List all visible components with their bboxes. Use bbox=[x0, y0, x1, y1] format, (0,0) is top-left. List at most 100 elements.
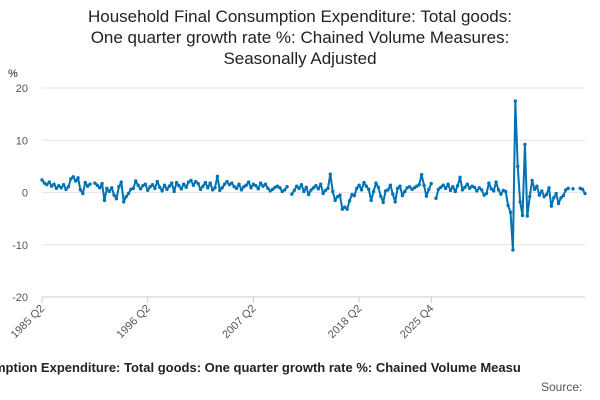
data-point bbox=[453, 189, 457, 194]
data-point bbox=[134, 179, 138, 183]
x-tick-label: 2007 Q2 bbox=[220, 303, 258, 341]
data-point bbox=[85, 184, 90, 188]
data-point bbox=[331, 189, 335, 194]
data-point bbox=[268, 189, 272, 193]
data-point bbox=[160, 189, 164, 193]
data-point bbox=[184, 185, 188, 189]
data-point bbox=[371, 189, 376, 194]
data-point bbox=[561, 193, 566, 198]
data-point bbox=[143, 182, 148, 186]
data-point bbox=[335, 194, 340, 199]
data-point bbox=[290, 192, 294, 196]
data-point bbox=[460, 188, 465, 192]
data-point bbox=[170, 181, 174, 185]
data-point bbox=[189, 178, 193, 183]
data-point bbox=[422, 183, 426, 187]
data-point bbox=[487, 181, 491, 185]
data-point bbox=[326, 186, 330, 191]
data-point bbox=[246, 180, 251, 184]
y-tick-label: -20 bbox=[12, 292, 28, 304]
data-point bbox=[263, 182, 268, 186]
data-point bbox=[494, 180, 498, 184]
data-point bbox=[165, 187, 169, 192]
data-point bbox=[155, 179, 160, 184]
data-point bbox=[146, 188, 150, 193]
data-point bbox=[542, 194, 546, 199]
data-point bbox=[475, 189, 479, 193]
data-point bbox=[323, 188, 328, 193]
data-point bbox=[278, 186, 282, 190]
data-point bbox=[136, 183, 140, 187]
data-point bbox=[261, 184, 265, 188]
data-point bbox=[232, 185, 236, 189]
data-point bbox=[285, 185, 289, 189]
data-point bbox=[141, 184, 145, 188]
data-point bbox=[499, 192, 503, 196]
data-point bbox=[119, 180, 123, 184]
data-point bbox=[564, 188, 568, 192]
data-point bbox=[105, 186, 109, 191]
data-point bbox=[251, 182, 256, 186]
data-point bbox=[446, 182, 450, 186]
data-point bbox=[54, 186, 59, 191]
data-point bbox=[407, 185, 412, 189]
data-point bbox=[203, 180, 208, 185]
data-point bbox=[391, 192, 395, 196]
data-point bbox=[88, 182, 92, 186]
data-point bbox=[439, 185, 443, 189]
x-tick-label: 2018 Q2 bbox=[326, 303, 364, 341]
data-point bbox=[294, 184, 299, 188]
data-point bbox=[415, 184, 419, 188]
data-point bbox=[528, 194, 532, 199]
data-point bbox=[258, 181, 263, 185]
data-point bbox=[191, 183, 196, 187]
data-point bbox=[102, 198, 107, 203]
data-point bbox=[42, 181, 47, 185]
data-point bbox=[367, 187, 371, 192]
data-point bbox=[412, 186, 417, 190]
data-point bbox=[417, 182, 421, 187]
data-point bbox=[484, 191, 489, 196]
data-point bbox=[69, 177, 73, 181]
data-point bbox=[314, 184, 318, 188]
chart-title-line-3: Seasonally Adjusted bbox=[223, 49, 377, 68]
data-point bbox=[256, 187, 260, 191]
data-point bbox=[455, 184, 460, 188]
chart-title: Household Final Consumption Expenditure:… bbox=[0, 6, 600, 69]
data-point bbox=[230, 181, 234, 185]
data-point bbox=[47, 180, 51, 184]
data-point bbox=[162, 183, 167, 187]
data-point bbox=[506, 203, 510, 208]
data-point bbox=[172, 189, 176, 194]
series-line-segment bbox=[435, 100, 569, 251]
data-point bbox=[218, 188, 222, 193]
data-point bbox=[206, 186, 210, 190]
data-point bbox=[148, 185, 152, 189]
data-point bbox=[523, 142, 527, 147]
data-point bbox=[73, 179, 78, 183]
y-tick-label: 0 bbox=[22, 188, 28, 200]
data-point bbox=[213, 186, 217, 190]
data-point bbox=[319, 182, 323, 186]
data-point bbox=[282, 188, 287, 192]
data-point bbox=[57, 184, 61, 188]
data-point bbox=[309, 188, 313, 192]
data-point bbox=[362, 180, 366, 185]
data-point bbox=[45, 182, 49, 187]
axes: 20 10 0 -10 -20% 1985 Q2 1996 Q2 2007 Q2 2018 Q2… bbox=[8, 68, 585, 341]
data-point bbox=[549, 204, 554, 208]
data-point bbox=[504, 189, 508, 194]
data-point bbox=[81, 191, 85, 196]
data-point bbox=[71, 175, 75, 179]
data-point bbox=[496, 188, 501, 192]
data-point bbox=[234, 186, 239, 191]
data-point bbox=[186, 180, 191, 184]
data-point bbox=[275, 184, 280, 188]
data-point bbox=[537, 193, 542, 197]
data-point bbox=[225, 179, 229, 184]
data-point bbox=[109, 186, 114, 190]
data-point bbox=[424, 194, 429, 198]
data-point bbox=[379, 194, 383, 198]
data-point bbox=[467, 186, 472, 191]
